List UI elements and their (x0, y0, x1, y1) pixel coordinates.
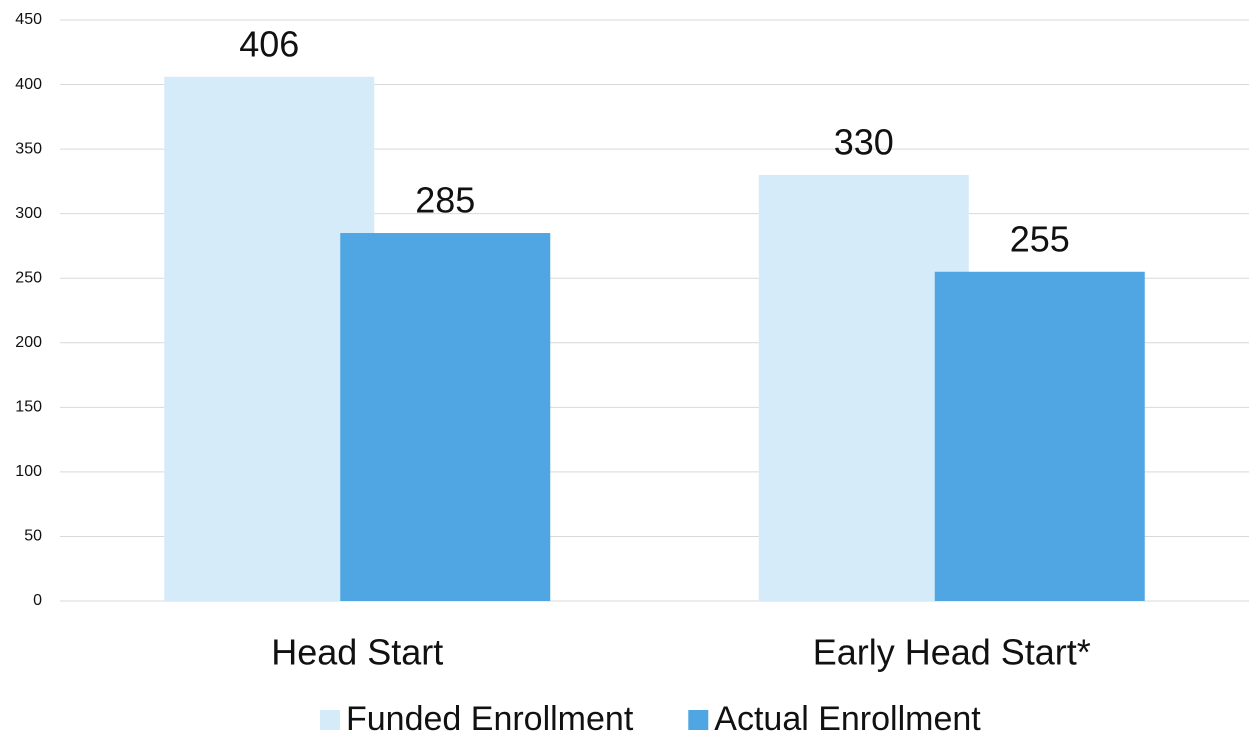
y-tick-label: 150 (15, 399, 42, 416)
y-tick-label: 50 (24, 528, 42, 545)
data-label: 330 (834, 121, 894, 162)
y-tick-label: 450 (15, 11, 42, 28)
data-label: 406 (239, 23, 299, 64)
legend-swatch (688, 710, 709, 730)
y-tick-label: 200 (15, 334, 42, 351)
y-tick-label: 100 (15, 463, 42, 480)
bar (340, 233, 551, 602)
y-tick-label: 400 (15, 76, 42, 93)
legend-label: Funded Enrollment (346, 700, 634, 738)
y-tick-label: 250 (15, 269, 42, 286)
data-label: 255 (1010, 218, 1070, 259)
bar (164, 76, 375, 601)
bar (934, 271, 1145, 601)
data-label: 285 (415, 180, 475, 221)
x-tick-label: Early Head Start* (813, 632, 1091, 673)
y-tick-label: 350 (15, 140, 42, 157)
legend-label: Actual Enrollment (714, 700, 981, 738)
y-tick-label: 300 (15, 205, 42, 222)
bar (758, 174, 969, 601)
x-tick-label: Head Start (271, 632, 443, 673)
y-tick-label: 0 (33, 592, 42, 609)
legend-swatch (320, 710, 340, 730)
